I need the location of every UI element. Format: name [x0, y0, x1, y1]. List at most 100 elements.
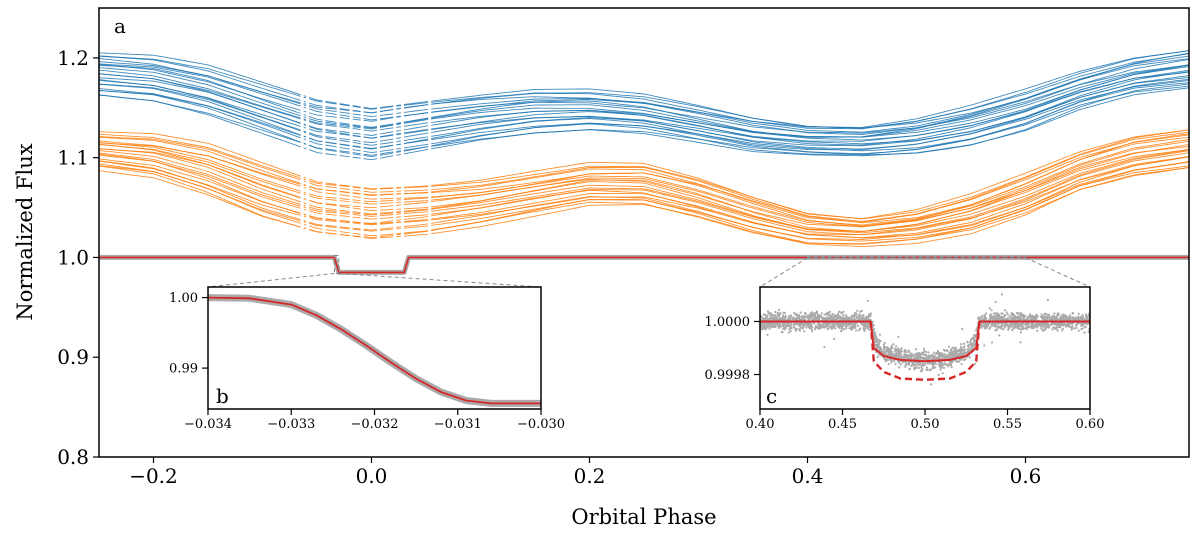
zoom-region-c	[807, 256, 1026, 259]
data-point	[1084, 314, 1088, 317]
data-point	[855, 316, 859, 319]
data-point	[862, 314, 865, 317]
main-ytick-label: 0.9	[57, 345, 89, 369]
data-point	[908, 350, 911, 354]
data-point	[994, 324, 997, 327]
data-point	[810, 315, 814, 318]
band-stripe	[99, 58, 1189, 135]
data-point	[1076, 316, 1079, 319]
data-point	[1020, 313, 1023, 316]
data-point	[1062, 313, 1065, 316]
band-gap	[376, 105, 380, 161]
data-point	[829, 326, 832, 329]
data-point	[1070, 328, 1073, 331]
data-point	[897, 349, 901, 352]
data-point	[895, 355, 898, 358]
data-point	[768, 312, 771, 315]
data-point	[787, 322, 790, 325]
data-point	[928, 362, 931, 365]
data-point	[774, 314, 777, 317]
data-point	[1050, 317, 1053, 320]
data-point	[904, 364, 907, 367]
data-point	[825, 312, 828, 316]
data-point	[833, 337, 836, 340]
data-point	[1061, 327, 1064, 330]
data-point	[991, 318, 995, 321]
data-point	[924, 350, 928, 354]
data-point	[937, 354, 941, 357]
data-point	[822, 325, 825, 329]
data-point	[856, 309, 859, 312]
data-point	[862, 318, 865, 321]
data-point	[1078, 318, 1081, 321]
data-point	[941, 354, 944, 358]
inset-c-xtick-label: 0.55	[993, 417, 1022, 432]
data-point	[874, 344, 878, 347]
data-point	[801, 327, 805, 330]
band-stripe	[99, 131, 1189, 222]
data-point	[896, 352, 900, 355]
data-point	[1000, 312, 1003, 315]
data-point	[882, 351, 886, 354]
data-point	[1081, 314, 1084, 317]
inset-b-axes: −0.034 −0.033 −0.032 −0.031 −0.030 0.99 1.00	[169, 291, 565, 432]
data-point	[1030, 324, 1033, 327]
data-point	[860, 309, 863, 313]
data-point	[933, 356, 937, 360]
data-point	[1032, 315, 1035, 318]
data-point	[889, 349, 892, 352]
data-point	[809, 326, 812, 329]
band-gap	[306, 94, 310, 151]
band-gap	[349, 102, 353, 159]
data-point	[809, 322, 812, 325]
data-point	[799, 326, 802, 330]
data-point	[820, 326, 824, 329]
data-point	[766, 310, 770, 313]
data-point	[939, 364, 942, 367]
data-point	[899, 363, 902, 366]
data-point	[1046, 298, 1049, 301]
data-point	[814, 326, 817, 329]
data-point	[890, 361, 893, 364]
data-point	[773, 317, 776, 321]
data-point	[1022, 314, 1025, 317]
data-point	[788, 318, 792, 321]
data-point	[1028, 325, 1031, 328]
data-point	[962, 342, 966, 345]
data-point	[947, 345, 951, 348]
data-point	[900, 355, 903, 358]
data-point	[1061, 314, 1064, 317]
data-point	[812, 318, 815, 321]
data-point	[904, 361, 908, 364]
data-point	[986, 324, 990, 327]
data-point	[1053, 312, 1056, 315]
data-point	[984, 312, 988, 315]
data-point	[857, 324, 860, 327]
data-point	[984, 317, 987, 320]
data-point	[968, 356, 971, 359]
data-point	[799, 318, 803, 321]
data-point	[890, 347, 893, 350]
data-point	[928, 354, 931, 357]
data-point	[897, 355, 901, 358]
band-gap	[349, 183, 353, 239]
data-point	[950, 351, 953, 355]
data-point	[1055, 316, 1058, 319]
data-point	[903, 353, 906, 356]
data-point	[967, 345, 970, 348]
data-point	[1041, 323, 1044, 326]
data-point	[1023, 314, 1027, 317]
main-ytick-label: 1.0	[57, 245, 89, 269]
data-point	[796, 314, 799, 318]
data-point	[877, 338, 881, 342]
data-point	[1085, 317, 1088, 320]
data-point	[927, 357, 930, 360]
main-xtick-label: −0.2	[129, 464, 178, 488]
inset-b-xtick-label: −0.031	[434, 417, 482, 432]
data-point	[842, 328, 846, 331]
data-point	[842, 317, 845, 320]
data-point	[827, 314, 830, 317]
inset-c-ytick-label: 0.9998	[705, 368, 751, 383]
data-point	[867, 316, 870, 319]
